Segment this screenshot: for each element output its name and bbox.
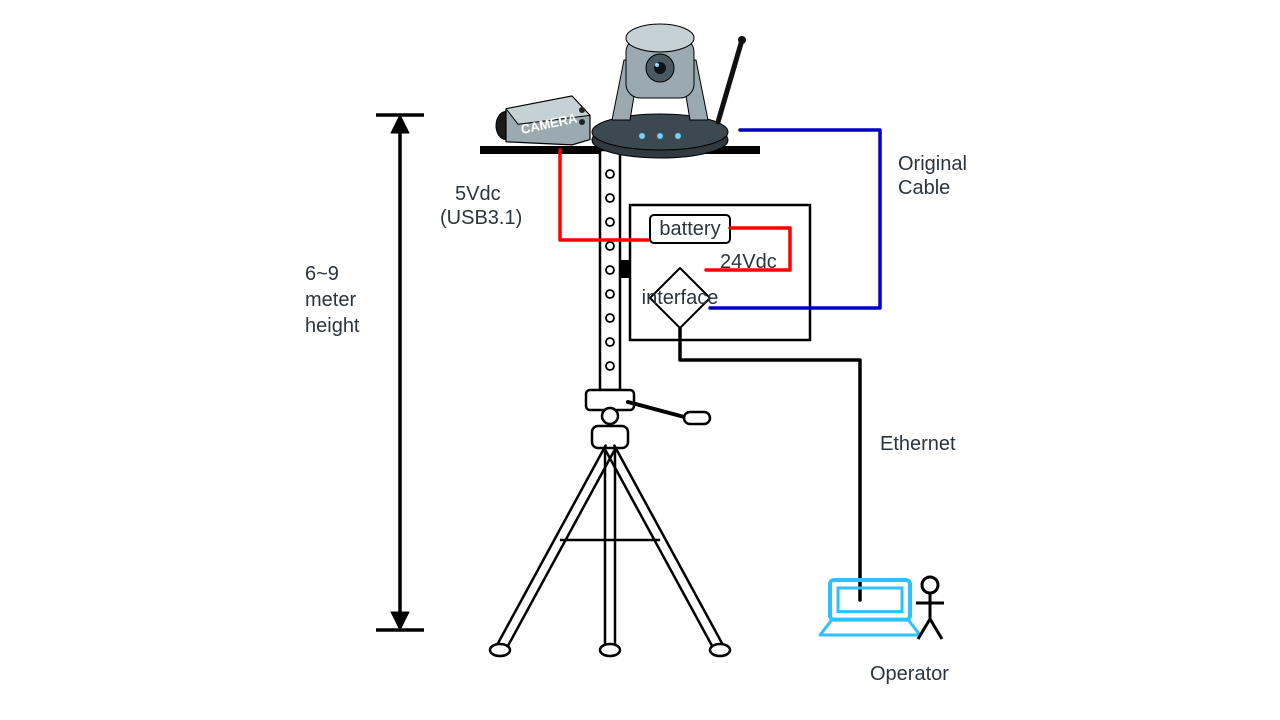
- operator-label: Operator: [870, 663, 949, 685]
- svg-text:Original: Original: [898, 153, 967, 175]
- operator-icon: [916, 577, 944, 639]
- tripod: [490, 390, 730, 656]
- svg-text:height: height: [305, 315, 360, 337]
- height-label: 6~9 meter height: [305, 263, 360, 337]
- usb-voltage-label: 5Vdc: [455, 183, 501, 205]
- box-camera-icon: CAMERA: [496, 96, 590, 145]
- original-cable-label: OriginalCable: [898, 153, 967, 199]
- diagram-canvas: 6~9meterheightbatteryinterface24Vdc5Vdc(…: [0, 0, 1280, 720]
- battery-label: battery: [659, 218, 720, 240]
- usb-interface-label: (USB3.1): [440, 207, 522, 229]
- ptz-camera-icon: [592, 24, 746, 158]
- svg-text:Cable: Cable: [898, 177, 950, 199]
- ethernet-wire: [680, 328, 860, 600]
- ethernet-label: Ethernet: [880, 433, 956, 455]
- interface-label: interface: [642, 287, 719, 309]
- height-arrow: [376, 115, 424, 630]
- svg-text:6~9: 6~9: [305, 263, 339, 285]
- svg-text:meter: meter: [305, 289, 356, 311]
- original-cable-wire: [710, 130, 880, 308]
- mast-pole: [600, 150, 630, 390]
- laptop-icon: [820, 580, 920, 635]
- electronics-box: batteryinterface24Vdc: [630, 205, 810, 340]
